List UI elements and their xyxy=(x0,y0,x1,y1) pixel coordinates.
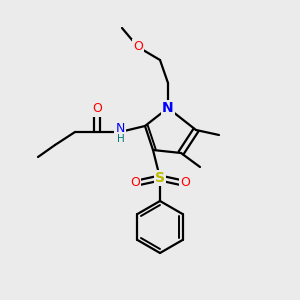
Text: N: N xyxy=(115,122,125,136)
Text: O: O xyxy=(180,176,190,188)
Text: O: O xyxy=(130,176,140,188)
Text: H: H xyxy=(117,134,125,144)
Text: O: O xyxy=(133,40,143,53)
Text: N: N xyxy=(162,101,174,115)
Text: O: O xyxy=(92,103,102,116)
Text: S: S xyxy=(155,171,165,185)
